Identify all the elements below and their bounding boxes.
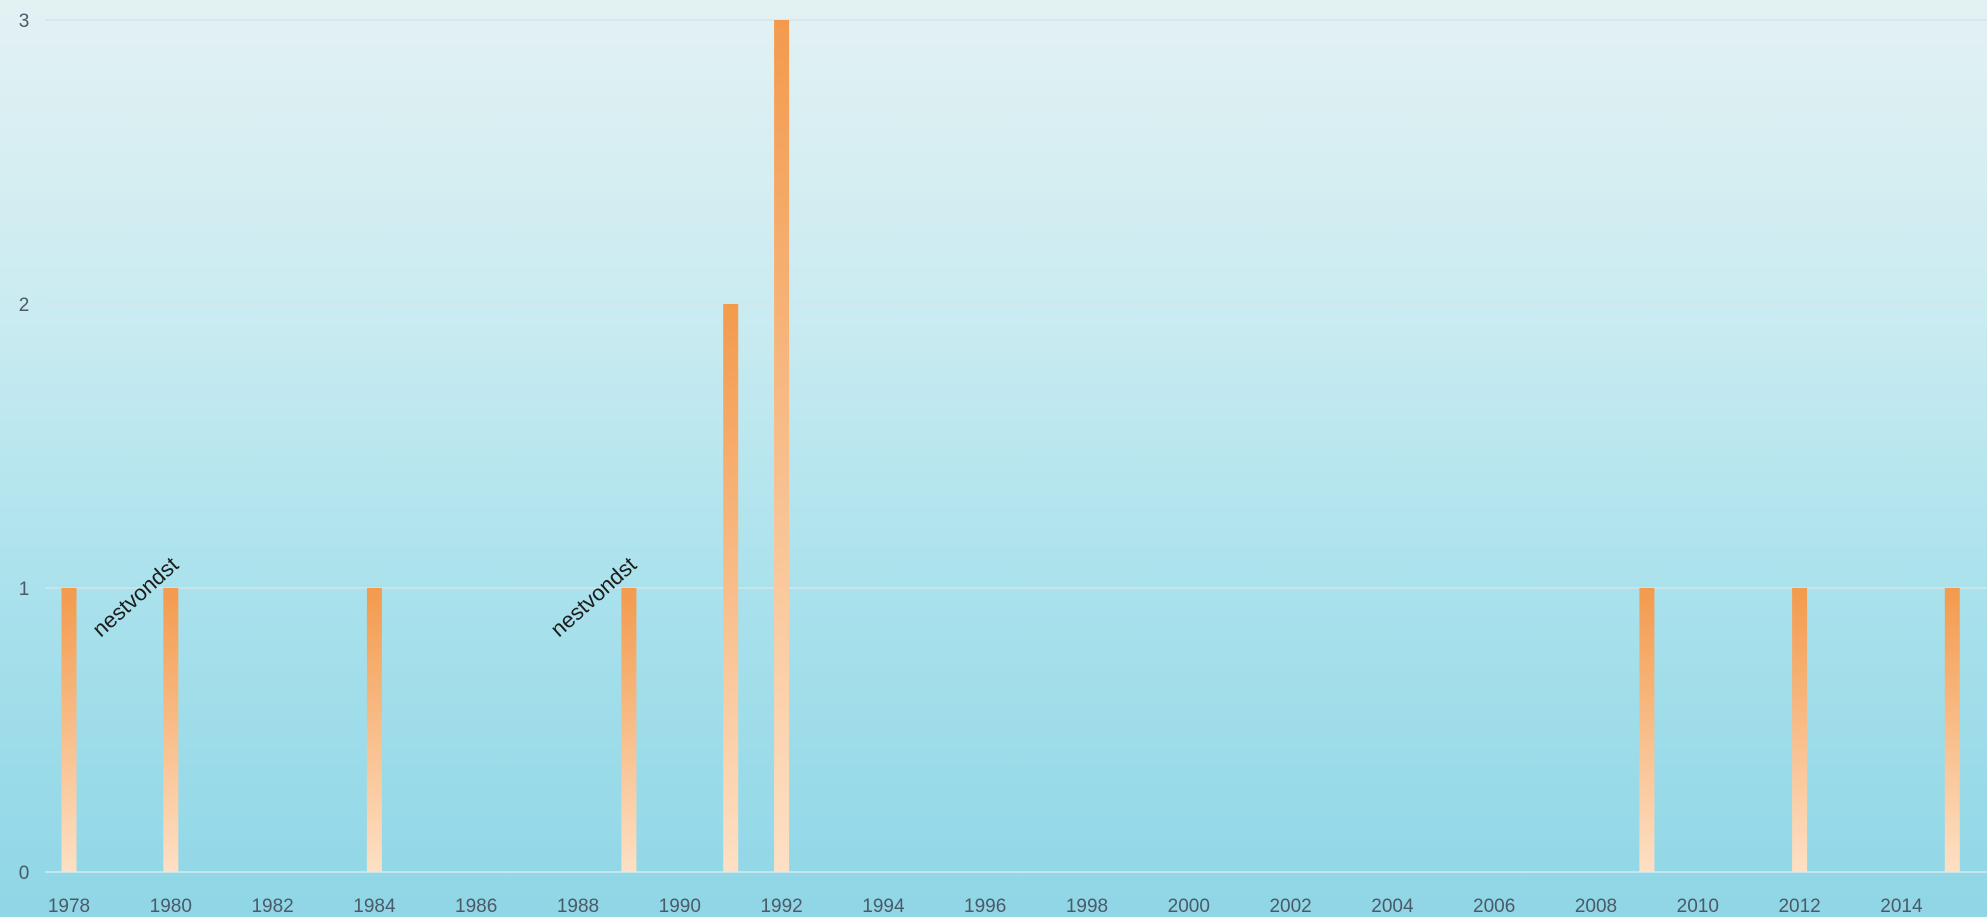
x-tick-label: 2012 <box>1778 896 1820 917</box>
x-tick-label: 2010 <box>1677 896 1719 917</box>
bar-1978 <box>61 588 77 872</box>
x-tick-label: 1986 <box>455 896 497 917</box>
x-tick-label: 1984 <box>353 896 396 917</box>
x-tick-label: 1982 <box>251 896 293 917</box>
x-tick-label: 2000 <box>1168 896 1210 917</box>
x-tick-label: 2002 <box>1269 896 1311 917</box>
x-tick-label: 2004 <box>1371 896 1414 917</box>
gridlines <box>45 19 1987 873</box>
bar-1984 <box>366 588 382 872</box>
bar-2012 <box>1792 588 1808 872</box>
x-tick-label: 2008 <box>1575 896 1617 917</box>
x-tick-label: 1994 <box>862 896 905 917</box>
y-tick-label: 1 <box>19 579 30 600</box>
y-tick-label: 2 <box>19 295 30 316</box>
bar-1991 <box>723 304 739 872</box>
x-tick-label: 2006 <box>1473 896 1515 917</box>
x-tick-label: 1998 <box>1066 896 1108 917</box>
x-tick-label: 1996 <box>964 896 1006 917</box>
x-axis-ticks: 1978 1980 1982 1984 1986 1988 1990 1992 1994 1996… <box>48 896 1923 917</box>
bar-2009 <box>1639 588 1655 872</box>
bars <box>61 20 1960 872</box>
y-axis-ticks: 0 1 2 3 <box>19 11 30 884</box>
x-tick-label: 2014 <box>1880 896 1923 917</box>
x-tick-label: 1988 <box>557 896 599 917</box>
x-tick-label: 1980 <box>150 896 192 917</box>
bar-2015 <box>1944 588 1960 872</box>
x-tick-label: 1990 <box>659 896 701 917</box>
y-tick-label: 0 <box>19 863 30 884</box>
x-tick-label: 1978 <box>48 896 90 917</box>
bar-1980 <box>163 588 179 872</box>
y-tick-label: 3 <box>19 11 30 32</box>
bar-1992 <box>774 20 790 872</box>
x-tick-label: 1992 <box>760 896 802 917</box>
bar-1989 <box>621 588 637 872</box>
